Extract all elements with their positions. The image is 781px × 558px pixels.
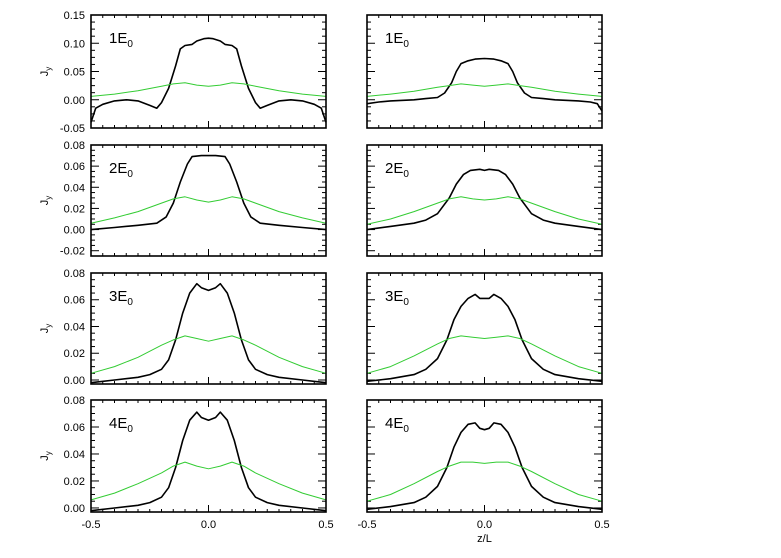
panel-label: 3E0	[109, 288, 133, 308]
plot-frame	[90, 144, 327, 257]
y-tick-label: 0.15	[64, 10, 85, 22]
panel-5: 0.00 0.02 0.04 0.06 0.08 3E0 Jy	[39, 268, 327, 387]
y-tick-label: 0.02	[64, 476, 85, 488]
panel-label-subscript: 0	[403, 169, 409, 180]
panel-label: 2E0	[385, 160, 409, 180]
y-tick-label: -0.02	[60, 246, 85, 258]
panel-2: 1E0	[366, 14, 603, 129]
y-tick-label: 0.05	[64, 67, 85, 79]
y-tick-label: 0.02	[64, 203, 85, 215]
y-tick-label: 0.06	[64, 295, 85, 307]
panel-label-subscript: 0	[403, 39, 409, 50]
y-axis-title: Jy	[39, 196, 53, 206]
y-tick-label: 0.00	[64, 95, 85, 107]
panel-label: 3E0	[385, 288, 409, 308]
y-tick-label: -0.05	[60, 123, 85, 135]
y-axis-title-subscript: y	[44, 451, 53, 455]
y-tick-label: 0.08	[64, 395, 85, 407]
panel-label: 1E0	[385, 30, 409, 50]
y-tick-label: 0.02	[64, 348, 85, 360]
y-tick-label: 0.00	[64, 225, 85, 237]
current-profile-line	[366, 168, 603, 231]
y-axis-title-subscript: y	[44, 196, 53, 200]
y-tick-label: 0.06	[64, 161, 85, 173]
panel-1: -0.05 0.00 0.05 0.10 0.15 1E0 Jy	[39, 10, 327, 135]
panel-label-subscript: 0	[403, 297, 409, 308]
y-tick-label: 0.06	[64, 422, 85, 434]
panel-label-subscript: 0	[127, 39, 133, 50]
panel-label: 2E0	[109, 160, 133, 180]
current-profile-line	[90, 411, 327, 512]
y-tick-label: 0.08	[64, 268, 85, 280]
y-axis-title-subscript: y	[44, 67, 53, 71]
panel-label-subscript: 0	[403, 424, 409, 435]
panel-label: 1E0	[109, 30, 133, 50]
current-profile-line	[366, 293, 603, 383]
x-tick-label: -0.5	[358, 519, 377, 531]
y-tick-label: 0.00	[64, 375, 85, 387]
plot-frame	[366, 272, 603, 385]
plot-frame	[366, 144, 603, 257]
panel-label: 4E0	[109, 415, 133, 435]
panel-label-subscript: 0	[127, 424, 133, 435]
y-tick-label: 0.04	[64, 321, 85, 333]
panel-label-subscript: 0	[127, 297, 133, 308]
panel-label: 4E0	[385, 415, 409, 435]
x-axis-title: z/L	[477, 533, 492, 545]
y-axis-title-subscript: y	[44, 324, 53, 328]
y-tick-label: 0.04	[64, 449, 85, 461]
plot-frame	[366, 14, 603, 129]
reference-profile-line	[366, 461, 603, 502]
current-profile-line	[90, 154, 327, 231]
y-tick-label: 0.10	[64, 38, 85, 50]
panel-6: 3E0	[366, 272, 603, 385]
plot-frame	[90, 399, 327, 513]
x-tick-label: 0.5	[594, 519, 609, 531]
current-profile-line	[90, 37, 327, 123]
plot-frame	[90, 272, 327, 385]
reference-profile-line	[90, 196, 327, 224]
y-axis-title: Jy	[39, 324, 53, 334]
x-tick-label: -0.5	[82, 519, 101, 531]
current-profile-line	[90, 282, 327, 384]
panel-8: -0.5 0.0 0.5 4E0 z/L	[358, 399, 610, 545]
y-axis-title: Jy	[39, 67, 53, 77]
x-tick-label: 0.0	[477, 519, 492, 531]
current-profile-line	[366, 57, 603, 112]
current-profile-line	[366, 422, 603, 511]
reference-profile-line	[366, 196, 603, 225]
panel-7: 0.00 0.02 0.04 0.06 0.08 -0.5 0.0 0.5 4E0 Jy	[39, 395, 334, 531]
y-axis-title: Jy	[39, 451, 53, 461]
panel-3: -0.02 0.00 0.02 0.04 0.06 0.08 2E0 Jy	[39, 140, 327, 258]
reference-profile-line	[90, 82, 327, 97]
panel-label-subscript: 0	[127, 169, 133, 180]
x-tick-label: 0.0	[201, 519, 216, 531]
y-tick-label: 0.08	[64, 140, 85, 152]
reference-profile-line	[90, 461, 327, 501]
plot-frame	[366, 399, 603, 513]
panel-4: 2E0	[366, 144, 603, 257]
reference-profile-line	[366, 335, 603, 374]
plot-frame	[90, 14, 327, 129]
x-tick-label: 0.5	[318, 519, 333, 531]
y-tick-label: 0.04	[64, 182, 85, 194]
y-tick-label: 0.00	[64, 503, 85, 515]
reference-profile-line	[90, 335, 327, 374]
reference-profile-line	[366, 83, 603, 97]
